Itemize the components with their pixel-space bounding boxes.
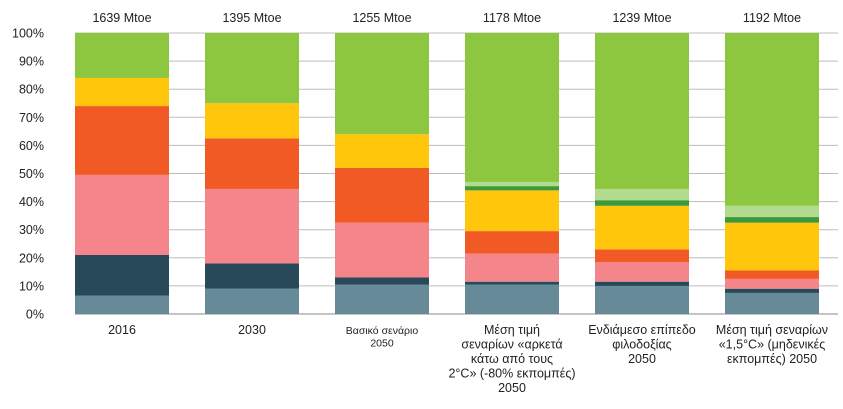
- bar-segment-3-6: [465, 181, 559, 187]
- y-tick-label-0: 0%: [26, 308, 44, 322]
- category-label-2: Βασικό σενάριο 2050: [346, 325, 419, 350]
- category-label-3-line-3: 2°C» (-80% εκπομπές): [448, 367, 575, 381]
- bar-segment-3-7: [465, 33, 559, 182]
- bar-segment-3-3: [465, 231, 559, 254]
- category-label-3-line-4: 2050: [498, 381, 526, 395]
- category-label-3-line-2: κάτω από τους: [471, 352, 553, 366]
- bar-segment-4-6: [595, 188, 689, 201]
- category-label-4-line-1: φιλοδοξίας: [612, 338, 671, 352]
- bar-segment-0-2: [75, 174, 169, 255]
- bar-total-label-4: 1239 Mtoe: [612, 11, 671, 25]
- bar-total-labels: 1639 Mtoe 1395 Mtoe 1255 Mtoe 1178 Mtoe 1239…: [92, 11, 801, 25]
- bar-segment-0-3: [75, 106, 169, 175]
- bar-segment-0-1: [75, 254, 169, 296]
- category-label-1: 2030: [238, 323, 266, 337]
- bar-segment-5-2: [725, 278, 819, 289]
- bar-segment-5-7: [725, 33, 819, 206]
- bar-segment-5-3: [725, 270, 819, 279]
- category-label-4-line-2: 2050: [628, 352, 656, 366]
- category-label-5-line-1: «1,5°C» (μηδενικές: [719, 338, 826, 352]
- bar-segment-4-5: [595, 200, 689, 206]
- bar-segment-1-4: [205, 103, 299, 139]
- bar-segment-1-0: [205, 288, 299, 314]
- category-label-0: 2016: [108, 323, 136, 337]
- y-tick-label-6: 60%: [19, 139, 44, 153]
- bar-segment-2-2: [335, 222, 429, 278]
- bar-segment-1-3: [205, 138, 299, 189]
- bar-segment-0-4: [75, 77, 169, 107]
- category-label-5: Μέση τιμή σεναρίων «1,5°C» (μηδενικές εκπο…: [716, 323, 828, 366]
- bar-total-label-5: 1192 Mtoe: [743, 11, 801, 25]
- bar-segment-3-2: [465, 253, 559, 282]
- bar-segment-5-1: [725, 288, 819, 293]
- category-label-1-line-0: 2030: [238, 323, 266, 337]
- category-label-2-line-0: Βασικό σενάριο: [346, 325, 419, 337]
- bar-segment-1-7: [205, 33, 299, 104]
- y-tick-label-3: 30%: [19, 223, 44, 237]
- bar-total-label-1: 1395 Mtoe: [222, 11, 281, 25]
- bar-segment-2-7: [335, 33, 429, 135]
- bar-segment-0-0: [75, 295, 169, 314]
- y-tick-label-5: 50%: [19, 167, 44, 181]
- bar-segment-4-0: [595, 285, 689, 314]
- category-label-3-line-0: Μέση τιμή: [484, 323, 540, 337]
- bar-segment-2-0: [335, 284, 429, 314]
- y-tick-label-2: 20%: [19, 251, 44, 265]
- bar-segment-5-6: [725, 205, 819, 218]
- bar-segment-5-4: [725, 222, 819, 271]
- bar-segment-3-4: [465, 190, 559, 232]
- y-tick-label-1: 10%: [19, 279, 44, 293]
- bar-segment-4-1: [595, 281, 689, 286]
- category-label-5-line-2: εκπομπές) 2050: [727, 352, 817, 366]
- bars: [75, 33, 819, 314]
- bar-segment-1-1: [205, 263, 299, 289]
- gridlines: [75, 32, 838, 315]
- category-label-3: Μέση τιμή σεναρίων «αρκετά κάτω από τους 2°…: [448, 323, 575, 395]
- y-axis-tick-labels: 0% 10% 20% 30% 40% 50% 60% 70% 80% 90% 100%: [12, 27, 44, 322]
- y-tick-label-4: 40%: [19, 195, 44, 209]
- bar-segment-0-7: [75, 33, 169, 78]
- bar-total-label-3: 1178 Mtoe: [483, 11, 541, 25]
- bar-segment-5-0: [725, 292, 819, 314]
- bar-segment-5-5: [725, 217, 819, 223]
- bar-segment-4-3: [595, 249, 689, 263]
- bar-segment-2-3: [335, 167, 429, 223]
- category-label-3-line-1: σεναρίων «αρκετά: [461, 338, 562, 352]
- y-tick-label-10: 100%: [12, 27, 44, 41]
- category-label-4: Ενδιάμεσο επίπεδο φιλοδοξίας 2050: [588, 323, 696, 366]
- bar-total-label-2: 1255 Mtoe: [352, 11, 411, 25]
- bar-segment-2-1: [335, 277, 429, 285]
- y-tick-label-9: 90%: [19, 55, 44, 69]
- bar-segment-2-4: [335, 134, 429, 168]
- bar-segment-4-4: [595, 205, 689, 250]
- bar-total-label-0: 1639 Mtoe: [92, 11, 151, 25]
- y-tick-label-7: 70%: [19, 111, 44, 125]
- category-label-5-line-0: Μέση τιμή σεναρίων: [716, 323, 828, 337]
- category-label-2-line-1: 2050: [370, 338, 394, 350]
- y-tick-label-8: 80%: [19, 83, 44, 97]
- bar-segment-4-7: [595, 33, 689, 189]
- bar-segment-3-0: [465, 284, 559, 314]
- bar-segment-3-1: [465, 281, 559, 285]
- bar-segment-4-2: [595, 262, 689, 282]
- bar-segment-3-5: [465, 186, 559, 191]
- category-label-0-line-0: 2016: [108, 323, 136, 337]
- category-label-4-line-0: Ενδιάμεσο επίπεδο: [588, 323, 696, 337]
- bar-segment-1-2: [205, 188, 299, 264]
